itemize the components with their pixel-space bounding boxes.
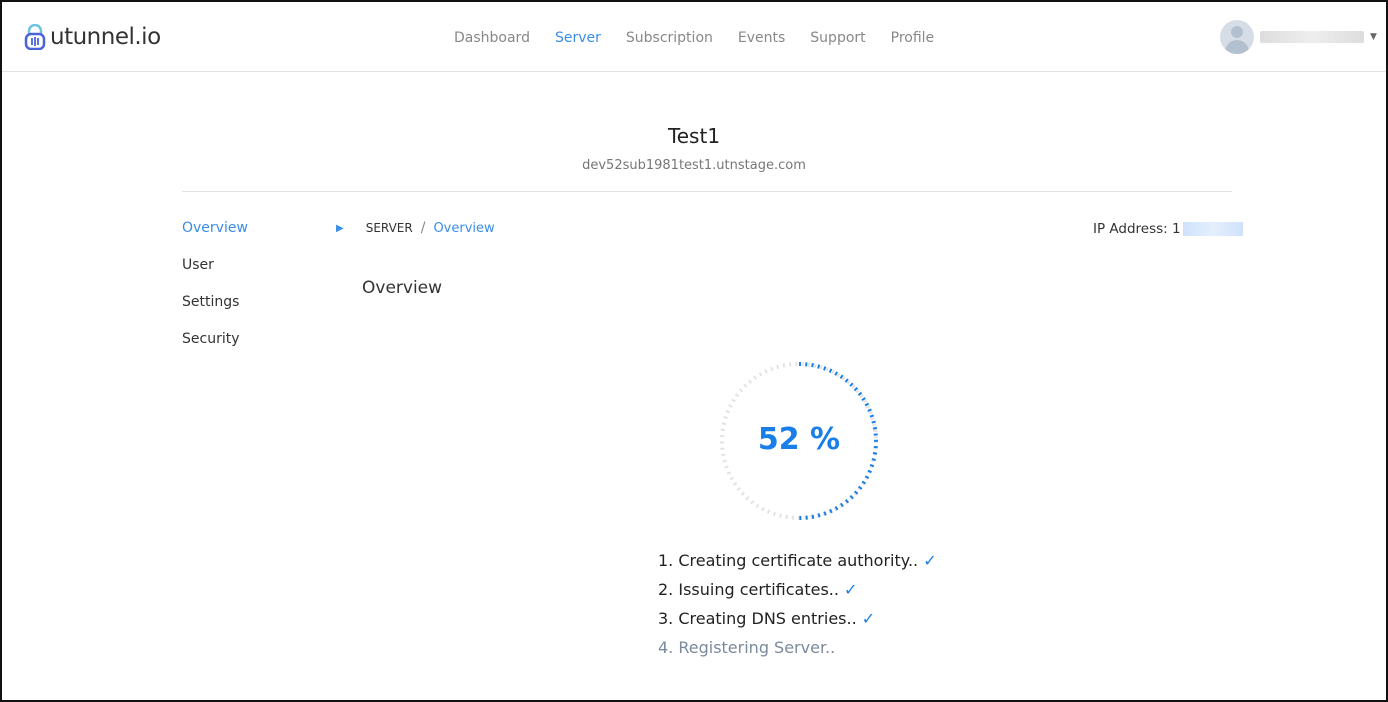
caret-down-icon: ▼ — [1370, 32, 1377, 42]
username-redacted — [1260, 31, 1364, 43]
ip-label: IP Address: 1 — [1093, 221, 1181, 237]
step-item: 1. Creating certificate authority.. ✓ — [658, 551, 937, 580]
server-hostname: dev52sub1981test1.utnstage.com — [582, 158, 806, 173]
divider — [182, 191, 1232, 192]
sidebar-item-security[interactable]: Security — [182, 331, 240, 347]
nav-subscription[interactable]: Subscription — [625, 30, 713, 46]
logo-text: utunnel.io — [50, 24, 161, 50]
step-item: 2. Issuing certificates.. ✓ — [658, 580, 937, 609]
nav-profile[interactable]: Profile — [890, 30, 935, 46]
check-icon: ✓ — [844, 580, 858, 599]
progress-fill — [720, 362, 878, 520]
sidebar: Overview User Settings Security — [182, 220, 248, 368]
step-list: 1. Creating certificate authority.. ✓ 2.… — [658, 551, 937, 667]
ip-redacted — [1182, 222, 1243, 236]
check-icon: ✓ — [861, 609, 876, 628]
nav-support[interactable]: Support — [810, 30, 866, 46]
progress-ring — [720, 362, 878, 520]
nav-events[interactable]: Events — [737, 30, 786, 46]
step-item: 4. Registering Server.. — [658, 638, 937, 667]
nav-dashboard[interactable]: Dashboard — [454, 30, 530, 46]
step-text: 3. Creating DNS entries.. — [658, 609, 857, 628]
sidebar-item-overview[interactable]: Overview — [182, 220, 248, 236]
breadcrumb-root[interactable]: SERVER — [365, 221, 413, 235]
step-text: 4. Registering Server.. — [658, 638, 836, 657]
user-menu[interactable]: ▼ — [1220, 20, 1377, 54]
breadcrumb-separator: / — [420, 220, 426, 236]
caret-right-icon: ▶ — [336, 222, 344, 234]
sidebar-item-user[interactable]: User — [182, 257, 214, 273]
sidebar-item-settings[interactable]: Settings — [182, 294, 240, 310]
step-text: 2. Issuing certificates.. — [658, 580, 839, 599]
step-text: 1. Creating certificate authority.. — [658, 551, 919, 570]
section-title: Overview — [362, 278, 443, 298]
breadcrumb: ▶ SERVER / Overview — [336, 220, 495, 236]
progress-percent: 52 % — [757, 422, 841, 457]
nav-server[interactable]: Server — [554, 30, 601, 46]
breadcrumb-current: Overview — [433, 220, 495, 236]
lock-icon — [24, 24, 46, 50]
ip-address: IP Address: 1 — [1093, 221, 1243, 237]
step-item: 3. Creating DNS entries.. ✓ — [658, 609, 937, 638]
check-icon: ✓ — [923, 551, 937, 570]
main-nav: Dashboard Server Subscription Events Sup… — [454, 30, 934, 46]
logo[interactable]: utunnel.io — [24, 24, 161, 50]
top-header: utunnel.io Dashboard Server Subscription… — [2, 2, 1386, 72]
server-name: Test1 — [667, 124, 721, 148]
avatar — [1220, 20, 1254, 54]
